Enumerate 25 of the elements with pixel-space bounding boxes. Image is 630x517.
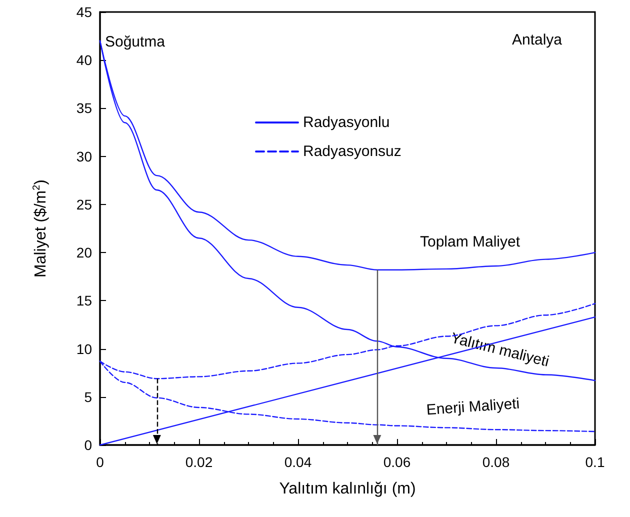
x-tick-label: 0.1: [585, 454, 605, 470]
x-tick-label: 0.08: [482, 454, 510, 470]
x-tick-label: 0.04: [284, 454, 312, 470]
x-tick-label: 0.02: [185, 454, 213, 470]
y-tick-label: 5: [84, 388, 92, 405]
x-axis-title: Yalıtım kalınlığı (m): [279, 480, 416, 498]
x-tick-label: 0.06: [383, 454, 411, 470]
annotation: Soğutma: [104, 34, 166, 50]
annotation: Enerji Maliyeti: [426, 395, 520, 419]
y-tick-label: 35: [76, 100, 92, 116]
y-tick-label: 20: [76, 244, 92, 261]
y-tick-label: 40: [76, 52, 92, 68]
y-tick-label: 25: [76, 196, 92, 212]
legend-label: Radyasyonlu: [303, 114, 390, 131]
annotation: Yalıtım maliyeti: [449, 330, 551, 370]
annotation: Antalya: [512, 32, 563, 48]
y-axis-title: Maliyet ($/m2): [32, 179, 50, 278]
x-tick-label: 0: [96, 454, 104, 470]
y-tick-label: 0: [84, 437, 92, 453]
annotation: Toplam Maliyet: [420, 234, 521, 250]
y-tick-label: 15: [76, 292, 92, 309]
y-tick-label: 45: [76, 4, 92, 20]
y-tick-label: 30: [76, 148, 92, 164]
y-tick-label: 10: [76, 340, 92, 357]
legend-label: Radyasyonsuz: [303, 143, 402, 160]
